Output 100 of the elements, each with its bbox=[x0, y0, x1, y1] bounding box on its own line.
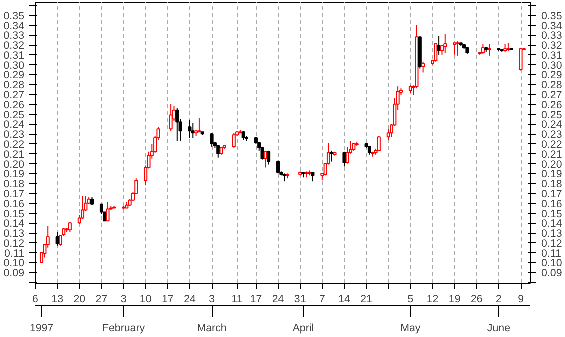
y-tick-label: 0.15 bbox=[4, 208, 25, 220]
x2-tick-label: June bbox=[487, 322, 511, 334]
y2-tick-label: 0.27 bbox=[542, 90, 562, 102]
y2-tick-label: 0.12 bbox=[542, 238, 562, 250]
x2-tick-label: April bbox=[292, 322, 314, 334]
y2-tick-label: 0.25 bbox=[542, 109, 562, 122]
candlestick bbox=[434, 42, 438, 62]
y2-tick-label: 0.28 bbox=[542, 80, 562, 92]
candlestick bbox=[188, 120, 192, 139]
y-tick-label: 0.34 bbox=[4, 20, 25, 32]
x-tick-label: 2 bbox=[496, 294, 502, 306]
y2-tick-label: 0.09 bbox=[542, 268, 562, 280]
x-tick-label: 3 bbox=[120, 294, 127, 306]
candlestick bbox=[488, 44, 492, 56]
x-tick-label: 17 bbox=[250, 294, 262, 306]
candlestick bbox=[260, 146, 264, 160]
x-tick-label: 21 bbox=[360, 294, 373, 306]
x-tick-label: 6 bbox=[32, 294, 39, 306]
y-tick-label: 0.26 bbox=[4, 99, 25, 112]
x-tick-label: 5 bbox=[408, 294, 414, 306]
y-tick-label: 0.21 bbox=[4, 148, 25, 161]
y2-tick-label: 0.26 bbox=[542, 99, 562, 112]
y-tick-label: 0.16 bbox=[4, 198, 25, 210]
x-tick-label: 20 bbox=[74, 294, 86, 306]
candlestick bbox=[456, 40, 460, 56]
y-tick-label: 0.20 bbox=[4, 158, 25, 171]
y2-tick-label: 0.14 bbox=[542, 218, 562, 230]
candlestick bbox=[444, 34, 448, 54]
y-tick-label: 0.14 bbox=[4, 218, 25, 230]
y-tick-label: 0.11 bbox=[4, 248, 25, 260]
x-tick-label: 10 bbox=[140, 294, 152, 306]
y2-tick-label: 0.24 bbox=[542, 119, 562, 132]
candlestick bbox=[81, 196, 85, 220]
y-tick-label: 0.09 bbox=[4, 268, 25, 280]
candlestick bbox=[210, 132, 214, 148]
y-tick-label: 0.29 bbox=[4, 70, 25, 82]
candlestick bbox=[422, 61, 426, 74]
y2-tick-label: 0.15 bbox=[542, 208, 562, 220]
candlestick bbox=[330, 150, 334, 162]
candlestick bbox=[169, 104, 173, 132]
y-tick-label: 0.17 bbox=[4, 188, 25, 200]
x-tick-label: 7 bbox=[319, 294, 326, 306]
candlestick bbox=[191, 122, 195, 139]
y2-tick-label: 0.18 bbox=[542, 178, 562, 191]
y-tick-label: 0.27 bbox=[4, 90, 25, 102]
y2-tick-label: 0.23 bbox=[542, 129, 562, 142]
x-tick-label: 12 bbox=[426, 294, 439, 306]
x-tick-label: 9 bbox=[518, 294, 524, 306]
x2-tick-label: February bbox=[102, 322, 146, 334]
y-tick-label: 0.12 bbox=[4, 238, 25, 250]
y-tick-label: 0.28 bbox=[4, 80, 25, 92]
y-tick-label: 0.32 bbox=[4, 40, 25, 52]
candlestick bbox=[519, 48, 523, 72]
candlestick bbox=[276, 160, 280, 174]
x-tick-label: 27 bbox=[96, 294, 108, 306]
y-tick-label: 0.30 bbox=[4, 60, 25, 72]
y-tick-label: 0.24 bbox=[4, 119, 25, 132]
x-tick-label: 17 bbox=[162, 294, 174, 306]
candlestick bbox=[106, 202, 110, 222]
candlestick bbox=[176, 108, 180, 142]
y-tick-label: 0.10 bbox=[4, 258, 25, 270]
x-tick-label: 24 bbox=[184, 294, 196, 306]
candlestick bbox=[198, 118, 202, 133]
y2-tick-label: 0.19 bbox=[542, 168, 562, 181]
candlestick bbox=[216, 144, 220, 158]
x-tick-label: 11 bbox=[232, 294, 243, 306]
y2-tick-label: 0.11 bbox=[542, 248, 562, 260]
x-tick-label: 24 bbox=[272, 294, 284, 306]
y2-tick-label: 0.33 bbox=[542, 30, 562, 42]
x2-tick-label: May bbox=[400, 322, 422, 334]
x-tick-label: 31 bbox=[294, 294, 306, 306]
y2-tick-label: 0.35 bbox=[542, 10, 562, 22]
x-tick-label: 13 bbox=[52, 294, 64, 306]
x2-tick-label: March bbox=[197, 322, 227, 334]
candlestick bbox=[232, 132, 236, 148]
y2-tick-label: 0.13 bbox=[542, 228, 562, 240]
y-tick-label: 0.25 bbox=[4, 109, 25, 122]
y2-tick-label: 0.29 bbox=[542, 70, 562, 82]
y2-tick-label: 0.21 bbox=[542, 148, 562, 161]
x-tick-label: 19 bbox=[448, 294, 461, 306]
y-tick-label: 0.19 bbox=[4, 168, 25, 181]
y-tick-label: 0.18 bbox=[4, 178, 25, 191]
y2-tick-label: 0.20 bbox=[542, 158, 562, 171]
y2-tick-label: 0.22 bbox=[542, 138, 562, 151]
x2-tick-label: 1997 bbox=[30, 322, 54, 334]
candlestick bbox=[437, 36, 441, 56]
y2-tick-label: 0.10 bbox=[542, 258, 562, 270]
y-tick-label: 0.31 bbox=[4, 50, 25, 62]
y-tick-label: 0.13 bbox=[4, 228, 25, 240]
x-tick-label: 14 bbox=[338, 294, 350, 306]
y2-tick-label: 0.30 bbox=[542, 60, 562, 72]
y2-tick-label: 0.17 bbox=[542, 188, 562, 200]
y2-tick-label: 0.16 bbox=[542, 198, 562, 210]
y2-tick-label: 0.34 bbox=[542, 20, 562, 32]
x-tick-label: 26 bbox=[470, 294, 483, 306]
candlestick bbox=[377, 136, 381, 152]
candlestick bbox=[68, 222, 72, 233]
y-tick-label: 0.23 bbox=[4, 129, 25, 142]
candlestick bbox=[481, 44, 485, 54]
y-tick-label: 0.33 bbox=[4, 30, 25, 42]
